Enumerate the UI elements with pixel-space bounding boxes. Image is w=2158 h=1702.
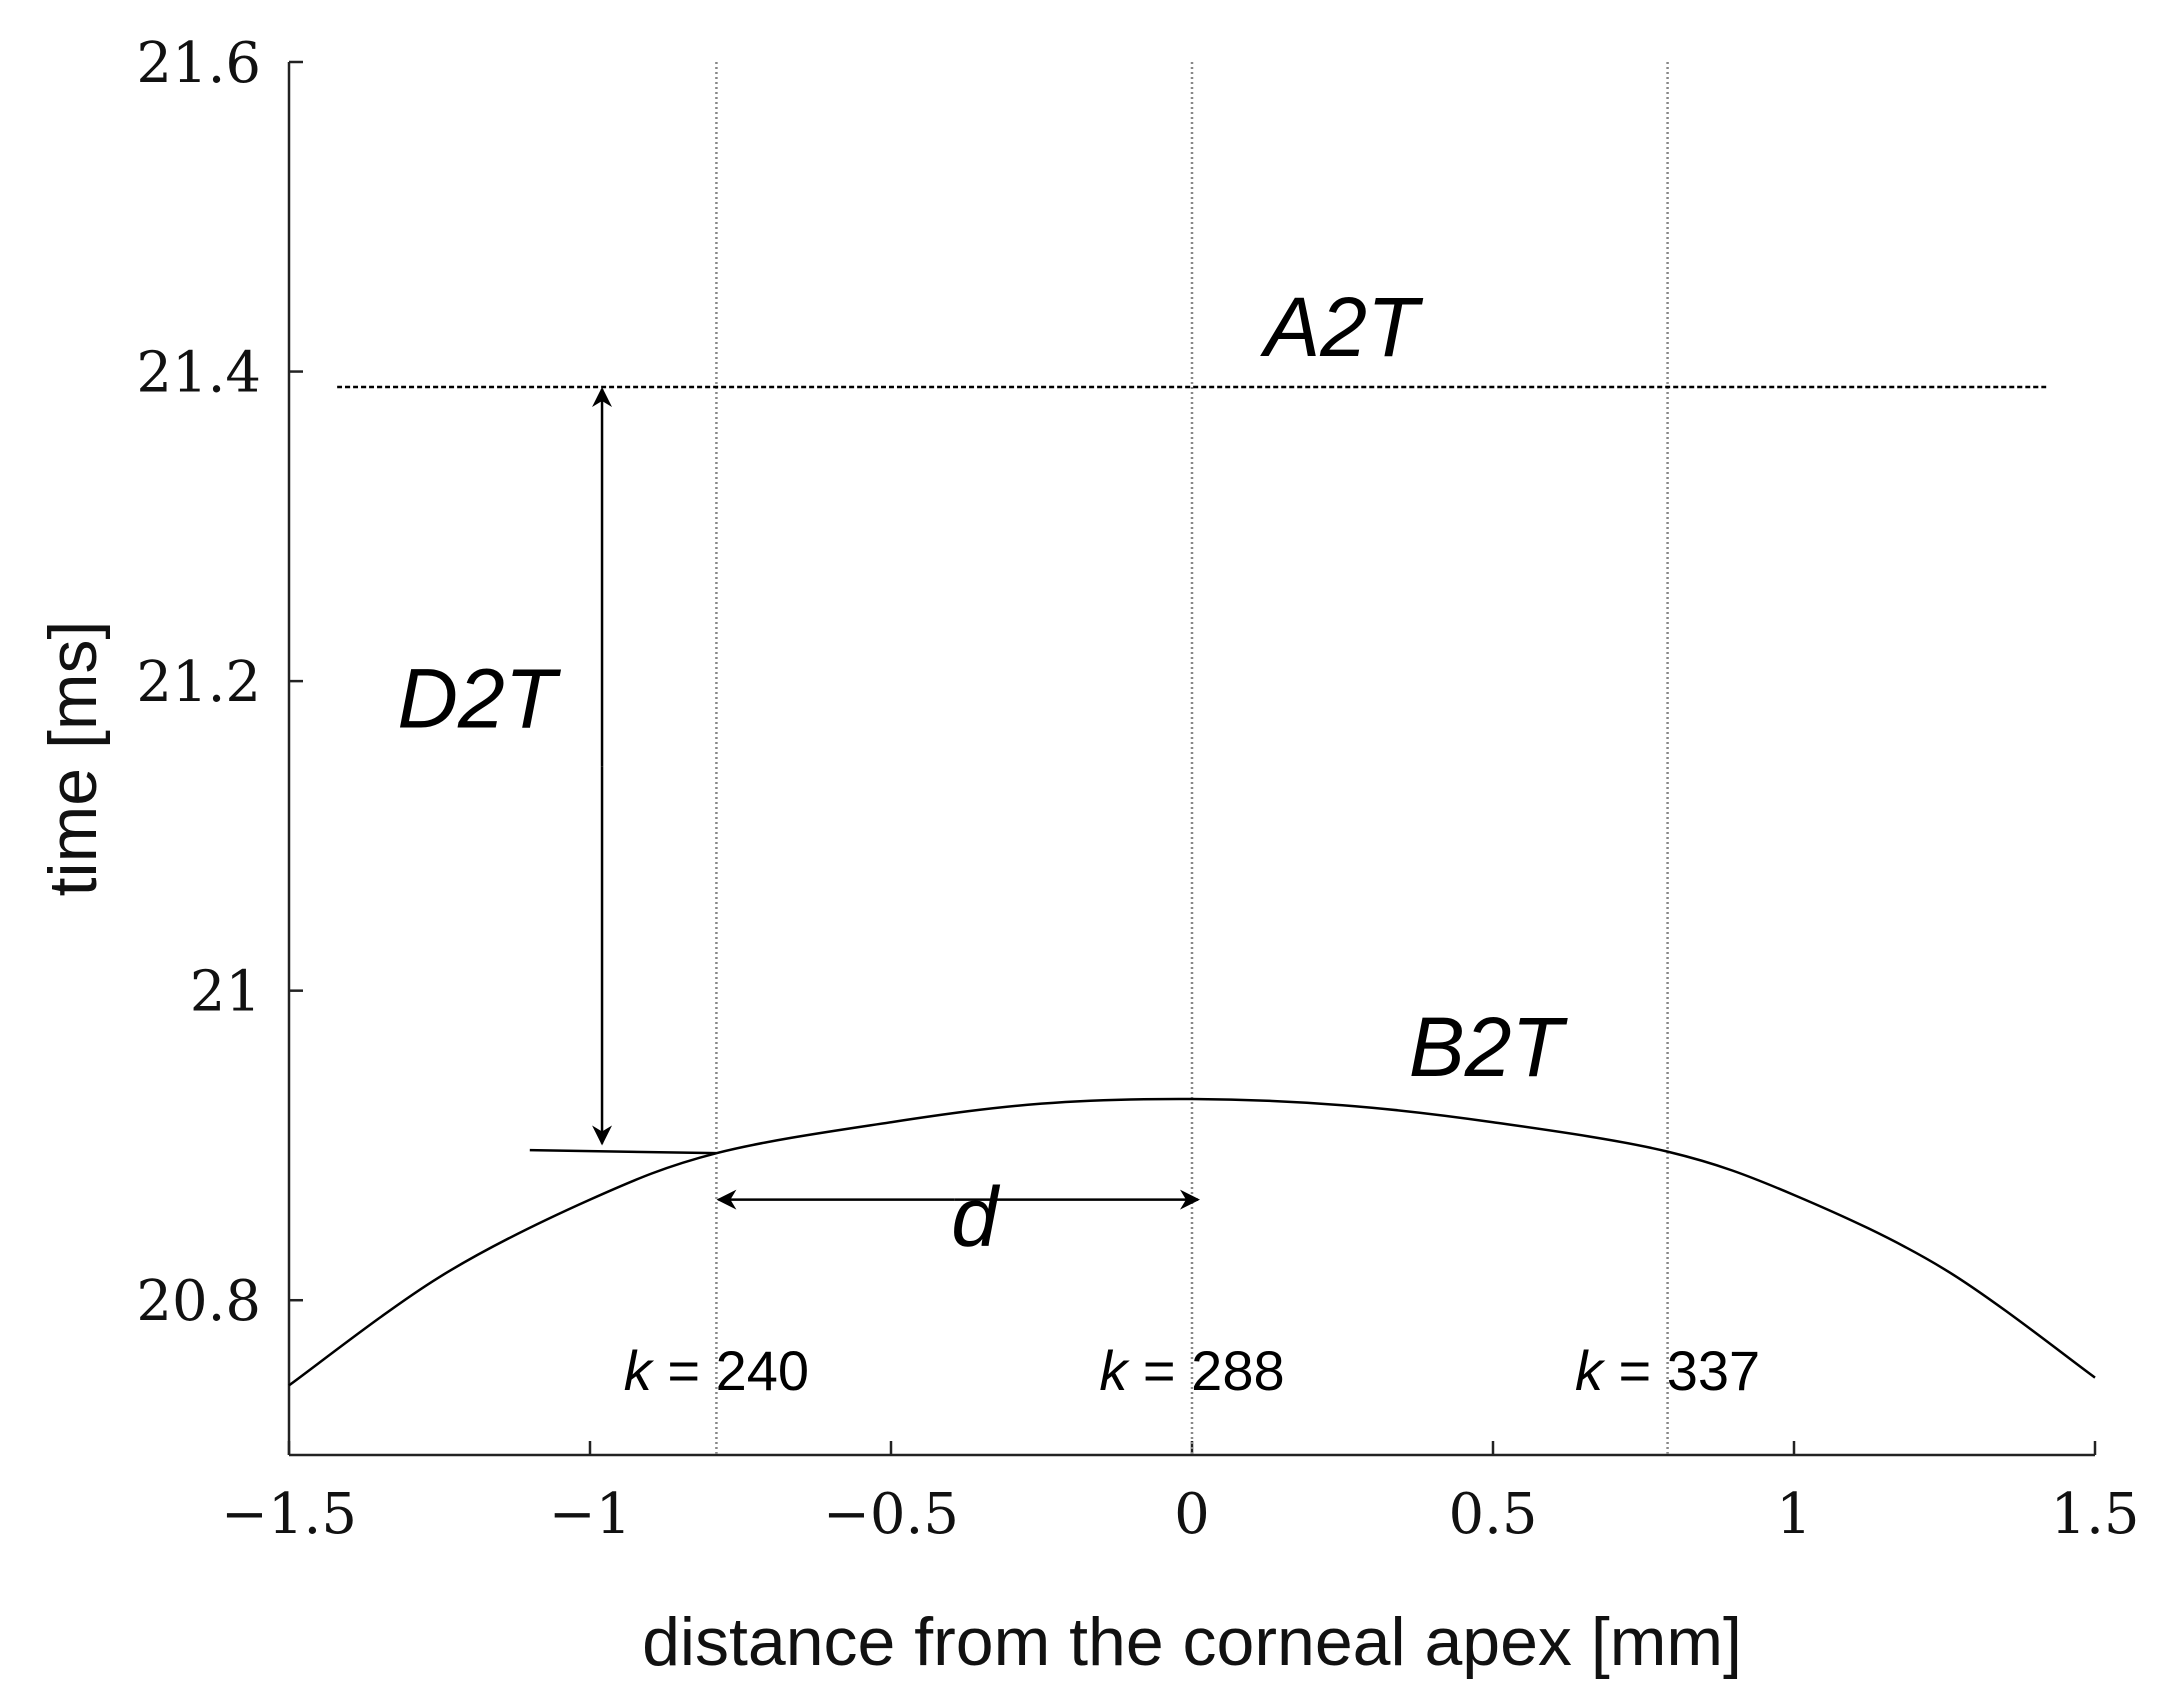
d2t-reference-line [529,1148,717,1155]
b2t-label: B2T [1409,1000,1569,1094]
series-group [288,385,2096,1387]
y-axis-title: time [ms] [35,621,111,897]
x-tick-label: 0.5 [1448,1482,1537,1547]
x-tick-label: −0.5 [823,1482,959,1547]
y-tick-label: 21.4 [136,341,261,406]
x-axis-title: distance from the corneal apex [mm] [642,1604,1742,1680]
x-tick-label: 0 [1174,1482,1210,1547]
x-tick-label: 1.5 [2050,1482,2139,1547]
x-tick-label: −1 [549,1482,632,1547]
y-tick-label: 20.8 [136,1269,261,1334]
vertical-marker-lines [715,62,1669,1455]
k-label-value: = 337 [1603,1339,1760,1402]
k-label-variable: k [624,1339,655,1402]
x-tick-label: −1.5 [221,1482,357,1547]
y-tick-label: 21 [190,960,261,1025]
k-label-value: = 288 [1127,1339,1284,1402]
y-tick-label: 21.6 [136,31,261,96]
k-label-variable: k [1575,1339,1606,1402]
k-label-variable: k [1099,1339,1130,1402]
k-label: k = 337 [1575,1339,1760,1402]
d2t-label: D2T [397,652,561,746]
y-tick-label: 21.2 [136,650,261,715]
x-tick-label: 1 [1776,1482,1812,1547]
k-label: k = 240 [624,1339,809,1402]
a2t-label: A2T [1259,280,1424,374]
series-line-b2t [288,1097,2096,1387]
d-label: d [951,1170,1000,1264]
k-label: k = 288 [1099,1339,1284,1402]
tick-labels: −1.5 −1 −0.5 0 0.5 1 1.5 20.8 21 21.2 21.4 21.6 dist… [35,31,2140,1680]
k-label-value: = 240 [652,1339,809,1402]
